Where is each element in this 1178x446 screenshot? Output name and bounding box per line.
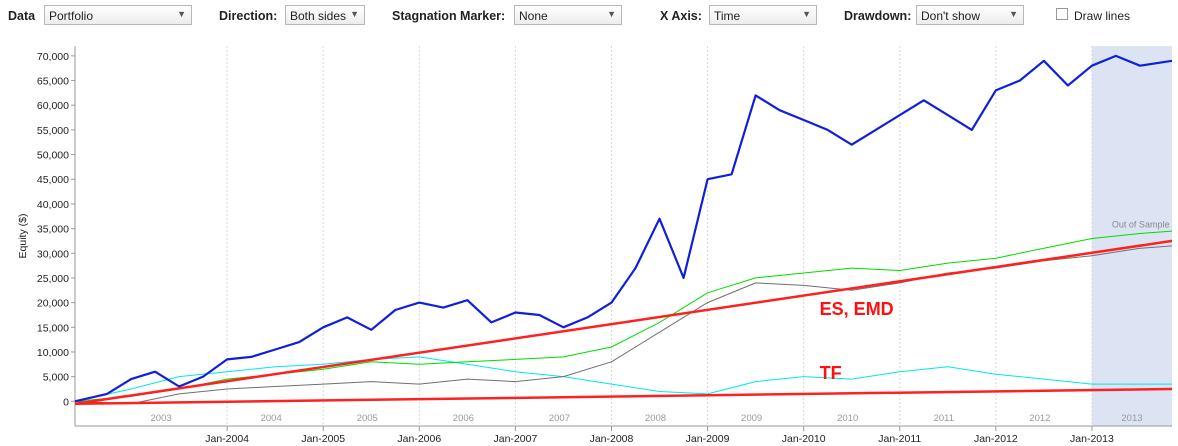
y-tick-label: 50,000 bbox=[37, 150, 69, 162]
chart-axes bbox=[74, 46, 1172, 427]
annotations: ES, EMD TF bbox=[820, 299, 894, 383]
x-tick-label: Jan-2012 bbox=[974, 433, 1018, 445]
annotation-label: TF bbox=[820, 363, 842, 383]
year-label: 2013 bbox=[1121, 413, 1142, 424]
equity-chart: Out of Sample 0 5,000 10,000 15,000 20,000 25… bbox=[17, 46, 1173, 445]
year-labels: 2003 2004 2005 2006 2007 2008 2009 2010 2011 2012… bbox=[151, 413, 1143, 424]
series-lines bbox=[74, 54, 1173, 406]
y-axis-label: Equity ($) bbox=[17, 214, 29, 259]
year-label: 2012 bbox=[1029, 413, 1050, 424]
x-tick-label: Jan-2007 bbox=[494, 433, 538, 445]
year-label: 2005 bbox=[357, 413, 378, 424]
x-tick-label: Jan-2010 bbox=[782, 433, 826, 445]
series-line-3 bbox=[74, 356, 1172, 402]
y-tick-label: 70,000 bbox=[37, 51, 69, 63]
series-line-0 bbox=[74, 54, 1173, 403]
x-tick-labels: Jan-2004 Jan-2005 Jan-2006 Jan-2007 Jan-2008… bbox=[205, 426, 1114, 445]
direction-select[interactable]: Both sides ▼ bbox=[285, 5, 365, 25]
xaxis-select[interactable]: Time ▼ bbox=[709, 5, 817, 25]
y-tick-label: 20,000 bbox=[37, 298, 69, 310]
y-tick-label: 45,000 bbox=[37, 174, 69, 186]
annotation-label: ES, EMD bbox=[820, 299, 894, 319]
year-label: 2006 bbox=[453, 413, 474, 424]
direction-select-value: Both sides bbox=[290, 9, 347, 23]
y-tick-label: 0 bbox=[63, 396, 69, 408]
y-tick-labels: 0 5,000 10,000 15,000 20,000 25,000 30,000 35,0… bbox=[37, 51, 75, 408]
x-tick-label: Jan-2013 bbox=[1070, 433, 1114, 445]
y-tick-label: 35,000 bbox=[37, 224, 69, 236]
xaxis-select-value: Time bbox=[714, 9, 741, 23]
year-label: 2009 bbox=[741, 413, 762, 424]
data-select-value: Portfolio bbox=[49, 9, 94, 23]
xaxis-label: X Axis: bbox=[660, 9, 702, 23]
data-select[interactable]: Portfolio ▼ bbox=[44, 5, 192, 25]
y-tick-label: 30,000 bbox=[37, 248, 69, 260]
data-label: Data bbox=[8, 9, 36, 23]
chevron-down-icon: ▼ bbox=[1009, 9, 1018, 19]
y-tick-label: 5,000 bbox=[43, 372, 69, 384]
drawdown-select-value: Don't show bbox=[921, 9, 980, 23]
stagnation-select[interactable]: None ▼ bbox=[514, 5, 622, 25]
x-tick-label: Jan-2006 bbox=[397, 433, 441, 445]
chevron-down-icon: ▼ bbox=[177, 9, 186, 19]
out-of-sample-region: Out of Sample bbox=[1091, 46, 1172, 426]
grid-lines bbox=[226, 46, 1093, 426]
direction-label: Direction: bbox=[219, 9, 278, 23]
x-tick-label: Jan-2008 bbox=[590, 433, 634, 445]
y-tick-label: 55,000 bbox=[37, 125, 69, 137]
chevron-down-icon: ▼ bbox=[607, 9, 616, 19]
out-of-sample-label: Out of Sample bbox=[1112, 220, 1170, 230]
year-label: 2008 bbox=[645, 413, 666, 424]
chevron-down-icon: ▼ bbox=[802, 9, 811, 19]
y-tick-label: 25,000 bbox=[37, 273, 69, 285]
year-label: 2011 bbox=[934, 413, 954, 424]
drawdown-label: Drawdown: bbox=[844, 9, 912, 23]
x-tick-label: Jan-2004 bbox=[205, 433, 249, 445]
y-tick-label: 40,000 bbox=[37, 199, 69, 211]
x-tick-label: Jan-2005 bbox=[301, 433, 345, 445]
series-line-4 bbox=[74, 239, 1173, 406]
series-line-5 bbox=[74, 387, 1173, 406]
y-tick-label: 65,000 bbox=[37, 76, 69, 88]
drawdown-select[interactable]: Don't show ▼ bbox=[916, 5, 1024, 25]
stagnation-label: Stagnation Marker: bbox=[392, 9, 506, 23]
chart-toolbar: Data Portfolio ▼ Direction: Both sides ▼… bbox=[0, 0, 1178, 34]
x-tick-label: Jan-2009 bbox=[686, 433, 730, 445]
draw-lines-label: Draw lines bbox=[1074, 9, 1131, 23]
year-label: 2010 bbox=[837, 413, 858, 424]
year-label: 2007 bbox=[549, 413, 570, 424]
stagnation-select-value: None bbox=[519, 9, 548, 23]
x-tick-label: Jan-2011 bbox=[878, 433, 921, 445]
y-tick-label: 10,000 bbox=[37, 347, 69, 359]
year-label: 2004 bbox=[261, 413, 282, 424]
chevron-down-icon: ▼ bbox=[350, 9, 359, 19]
year-label: 2003 bbox=[151, 413, 172, 424]
draw-lines-checkbox[interactable] bbox=[1056, 8, 1068, 20]
y-tick-label: 60,000 bbox=[37, 100, 69, 112]
out-of-sample-band bbox=[1091, 46, 1172, 426]
y-tick-label: 15,000 bbox=[37, 322, 69, 334]
